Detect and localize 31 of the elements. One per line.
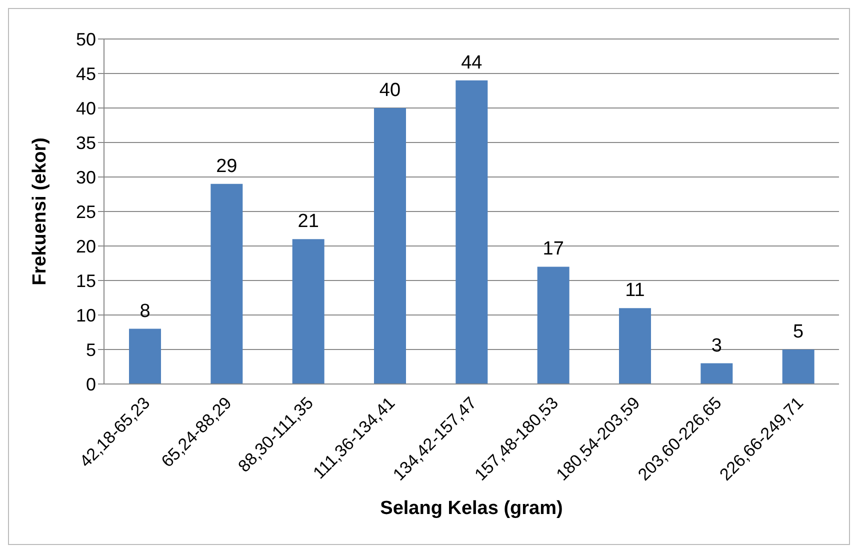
bar bbox=[619, 308, 651, 384]
bar bbox=[700, 363, 733, 384]
data-label: 40 bbox=[379, 80, 401, 101]
bar bbox=[782, 350, 814, 384]
bar bbox=[456, 80, 488, 384]
y-tick-label: 50 bbox=[76, 29, 96, 50]
data-label: 44 bbox=[461, 52, 483, 74]
bar bbox=[129, 328, 161, 384]
y-tick-label: 30 bbox=[76, 167, 96, 188]
y-tick-label: 35 bbox=[76, 132, 96, 153]
y-tick-label: 0 bbox=[86, 374, 96, 394]
data-label: 17 bbox=[542, 238, 564, 260]
y-tick-label: 40 bbox=[76, 98, 96, 118]
y-tick-label: 20 bbox=[76, 236, 96, 256]
bar bbox=[374, 108, 406, 384]
bar bbox=[292, 239, 324, 384]
data-label: 5 bbox=[793, 322, 804, 342]
data-label: 21 bbox=[298, 211, 319, 232]
x-axis-title: Selang Kelas (gram) bbox=[380, 498, 563, 519]
bar bbox=[210, 184, 243, 384]
y-tick-label: 5 bbox=[86, 340, 96, 360]
y-axis-title: Frekuensi (ekor) bbox=[30, 138, 51, 286]
data-label: 11 bbox=[625, 280, 645, 302]
y-tick-label: 15 bbox=[76, 270, 96, 291]
data-label: 8 bbox=[140, 300, 150, 322]
y-tick-label: 10 bbox=[76, 305, 96, 326]
data-label: 29 bbox=[216, 156, 238, 177]
y-tick-label: 45 bbox=[76, 64, 96, 84]
data-label: 3 bbox=[711, 335, 722, 356]
y-tick-label: 25 bbox=[76, 202, 96, 222]
bar bbox=[537, 266, 570, 384]
